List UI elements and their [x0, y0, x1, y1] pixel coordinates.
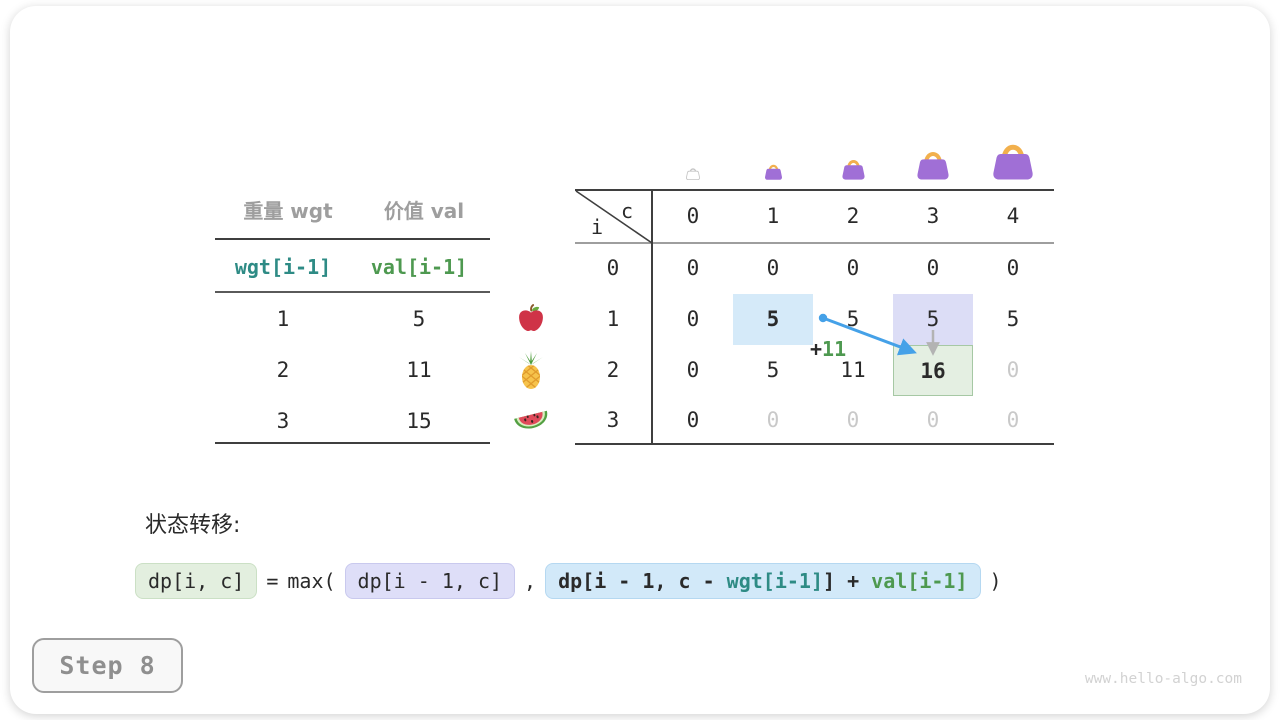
- dp-cell-3-3: 0: [926, 408, 940, 432]
- bag-icon-capacity-0: [685, 165, 701, 180]
- dp-cell-1-0: 0: [686, 307, 700, 331]
- bag-icon-capacity-3: [914, 145, 952, 180]
- formula-max-open: max(: [287, 569, 336, 593]
- formula-comma: ,: [524, 569, 537, 593]
- transition-label: 状态转移:: [145, 513, 241, 538]
- dp-col-header-4: 4: [1006, 204, 1020, 228]
- formula-arg1-chip: dp[i - 1, c]: [344, 563, 516, 599]
- dp-table-rule-vertical: [651, 189, 653, 445]
- watermelon-icon: [512, 406, 550, 434]
- apple-icon: [516, 303, 546, 335]
- dp-table-rule-top: [575, 189, 1054, 191]
- dp-cell-0-1: 0: [766, 256, 780, 280]
- transition-formula: dp[i, c] = max( dp[i - 1, c] , dp[i - 1,…: [135, 560, 1002, 602]
- items-table-rule-top: [215, 238, 490, 240]
- dp-cell-2-1: 5: [766, 358, 780, 382]
- dp-cell-0-4: 0: [1006, 256, 1020, 280]
- dp-cell-0-3: 0: [926, 256, 940, 280]
- added-value: 11: [822, 337, 847, 361]
- formula-arg2-prefix: dp[i - 1, c -: [558, 569, 727, 593]
- dp-cell-2-3: 16: [893, 345, 973, 396]
- formula-lhs-chip: dp[i, c]: [135, 563, 258, 599]
- items-cell-r1-c0: 2: [276, 358, 290, 382]
- items-cell-r0-c0: 1: [276, 307, 290, 331]
- dp-cell-2-4: 0: [1006, 358, 1020, 382]
- formula-equals: =: [266, 569, 279, 593]
- formula-arg2-chip: dp[i - 1, c - wgt[i-1]] + val[i-1]: [545, 563, 981, 599]
- dp-cell-2-0: 0: [686, 358, 700, 382]
- dp-cell-3-0: 0: [686, 408, 700, 432]
- dp-cell-1-4: 5: [1006, 307, 1020, 331]
- formula-close-paren: ): [989, 569, 1002, 593]
- items-subheader-val: val[i-1]: [370, 255, 468, 279]
- bag-icon-capacity-2: [840, 155, 867, 180]
- items-col-header-weight: 重量 wgt: [243, 199, 333, 223]
- dp-table-rule-header: [575, 242, 1054, 244]
- dp-col-header-0: 0: [686, 204, 700, 228]
- dp-row-header-0: 0: [606, 256, 620, 280]
- dp-cell-1-3: 5: [893, 294, 973, 345]
- items-cell-r1-c1: 11: [406, 358, 432, 382]
- dp-col-header-2: 2: [846, 204, 860, 228]
- dp-cell-1-1: 5: [733, 294, 813, 345]
- bag-icon-capacity-1: [763, 161, 784, 180]
- dp-cell-3-4: 0: [1006, 408, 1020, 432]
- items-cell-r2-c1: 15: [406, 409, 432, 433]
- formula-arg2-plus: +: [835, 569, 872, 593]
- bag-icon-capacity-4: [989, 136, 1037, 180]
- watermark: www.hello-algo.com: [1084, 671, 1242, 687]
- dp-cell-2-2: 11: [840, 358, 866, 382]
- formula-arg2-wgt: wgt[i-1]: [726, 569, 823, 593]
- items-cell-r2-c0: 3: [276, 409, 290, 433]
- step-badge: Step 8: [32, 638, 183, 693]
- items-table-rule-mid: [215, 291, 490, 293]
- items-table-rule-bottom: [215, 442, 490, 444]
- dp-col-header-3: 3: [926, 204, 940, 228]
- pineapple-icon: [515, 350, 547, 390]
- formula-arg2-val: val[i-1]: [871, 569, 968, 593]
- dp-corner-row-label: i: [590, 215, 604, 239]
- items-cell-r0-c1: 5: [412, 307, 426, 331]
- items-subheader-wgt: wgt[i-1]: [234, 255, 332, 279]
- dp-col-header-1: 1: [766, 204, 780, 228]
- dp-cell-0-0: 0: [686, 256, 700, 280]
- dp-row-header-3: 3: [606, 408, 620, 432]
- plus-sign: +: [810, 337, 823, 361]
- add-value-annotation: +11: [810, 337, 846, 361]
- dp-row-header-1: 1: [606, 307, 620, 331]
- items-col-header-value: 价值 val: [383, 199, 465, 223]
- dp-cell-3-1: 0: [766, 408, 780, 432]
- dp-cell-0-2: 0: [846, 256, 860, 280]
- dp-corner-col-label: c: [620, 199, 634, 223]
- formula-arg2-bracket: ]: [823, 569, 836, 593]
- dp-cell-3-2: 0: [846, 408, 860, 432]
- dp-table-rule-bottom: [575, 443, 1054, 445]
- dp-row-header-2: 2: [606, 358, 620, 382]
